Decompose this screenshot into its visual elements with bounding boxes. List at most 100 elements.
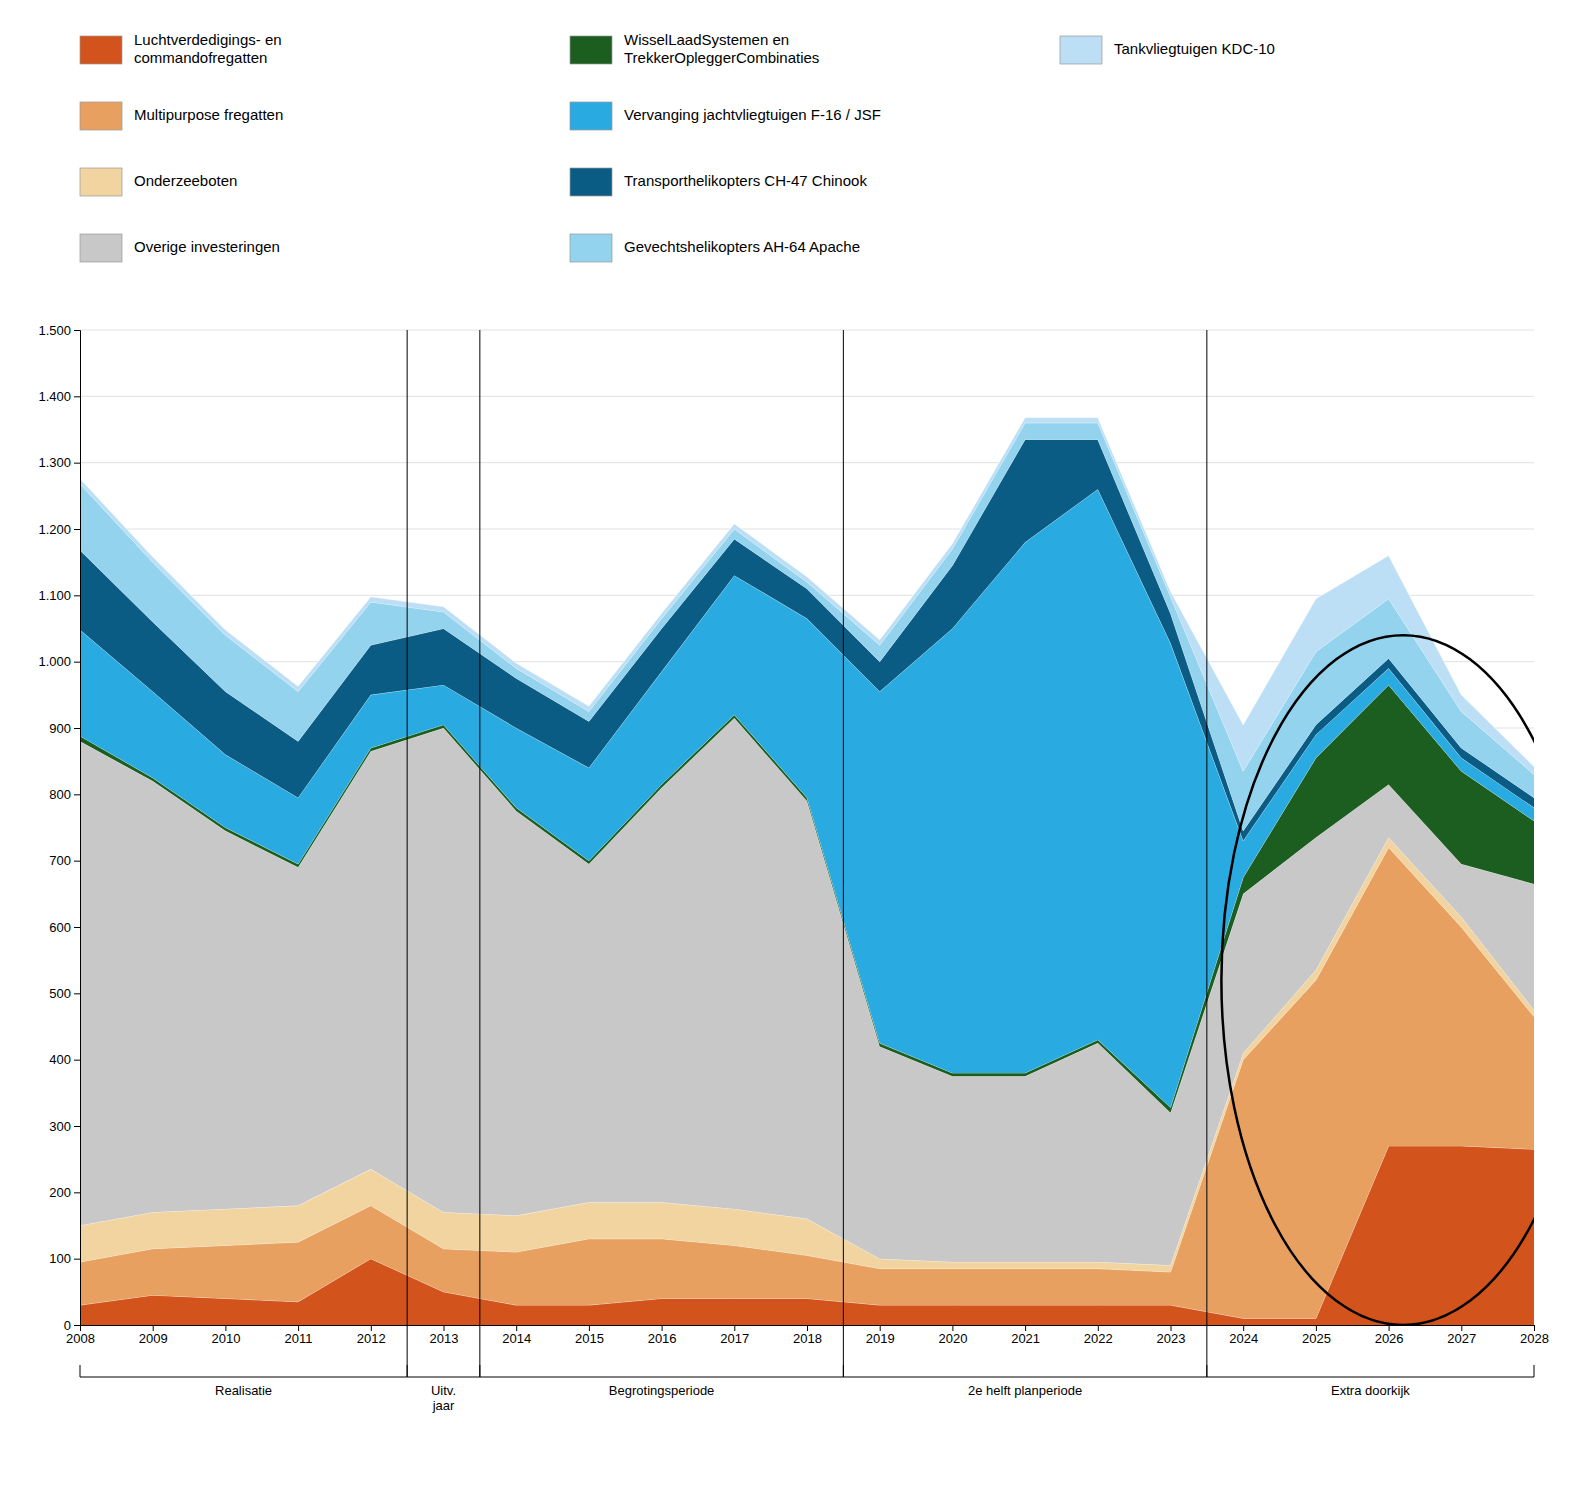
period-label: Extra doorkijk xyxy=(1331,1383,1410,1398)
x-tick-mark xyxy=(662,1325,663,1331)
period-label: Begrotingsperiode xyxy=(609,1383,715,1398)
legend-item: Multipurpose fregatten xyxy=(80,102,283,130)
y-tick-mark xyxy=(74,1325,80,1326)
y-tick-mark xyxy=(74,330,80,331)
legend-item: Gevechtshelikopters AH-64 Apache xyxy=(570,234,860,262)
y-tick: 500 xyxy=(49,986,80,1001)
x-tick: 2014 xyxy=(502,1325,531,1346)
y-tick-label: 1.300 xyxy=(38,455,71,470)
period-line xyxy=(479,330,480,1365)
legend-label: Gevechtshelikopters AH-64 Apache xyxy=(624,238,860,255)
legend-label: Multipurpose fregatten xyxy=(134,106,283,123)
y-tick-label: 0 xyxy=(64,1318,71,1333)
y-tick: 0 xyxy=(64,1318,80,1333)
x-tick: 2011 xyxy=(285,1325,313,1346)
x-tick-mark xyxy=(371,1325,372,1331)
y-tick: 1.500 xyxy=(38,323,80,338)
x-tick-mark xyxy=(1389,1325,1390,1331)
y-tick-mark xyxy=(74,463,80,464)
period-label: Uitv.jaar xyxy=(431,1383,456,1413)
legend-item: Tankvliegtuigen KDC-10 xyxy=(1060,36,1275,64)
period-bracket xyxy=(480,1365,843,1377)
x-tick-label: 2009 xyxy=(139,1331,168,1346)
x-tick-mark xyxy=(734,1325,735,1331)
x-tick: 2009 xyxy=(139,1325,168,1346)
x-tick-mark xyxy=(1534,1325,1535,1331)
x-tick: 2012 xyxy=(357,1325,386,1346)
y-tick-mark xyxy=(74,662,80,663)
x-tick-mark xyxy=(444,1325,445,1331)
text-line: TrekkerOpleggerCombinaties xyxy=(624,49,819,66)
y-tick-label: 200 xyxy=(49,1185,71,1200)
text-line: Transporthelikopters CH-47 Chinook xyxy=(624,172,867,189)
x-tick-label: 2026 xyxy=(1375,1331,1404,1346)
y-tick-label: 1.100 xyxy=(38,588,71,603)
legend-swatch xyxy=(570,36,612,64)
x-tick: 2016 xyxy=(648,1325,677,1346)
x-tick-label: 2024 xyxy=(1229,1331,1258,1346)
x-tick: 2015 xyxy=(575,1325,604,1346)
x-tick: 2021 xyxy=(1011,1325,1040,1346)
y-tick: 400 xyxy=(49,1052,80,1067)
grid-line xyxy=(80,396,1534,397)
y-tick: 900 xyxy=(49,721,80,736)
x-tick-mark xyxy=(1171,1325,1172,1331)
x-tick-mark xyxy=(807,1325,808,1331)
period-bracket xyxy=(843,1365,1207,1377)
y-tick-label: 400 xyxy=(49,1052,71,1067)
x-tick-label: 2012 xyxy=(357,1331,386,1346)
x-tick-label: 2025 xyxy=(1302,1331,1331,1346)
x-tick: 2027 xyxy=(1447,1325,1476,1346)
x-tick-label: 2020 xyxy=(938,1331,967,1346)
y-axis: 01002003004005006007008009001.0001.1001.… xyxy=(38,323,80,1333)
y-tick-label: 1.500 xyxy=(38,323,71,338)
y-tick-mark xyxy=(74,927,80,928)
legend-label: Luchtverdedigings- encommandofregatten xyxy=(134,31,282,66)
y-tick-label: 1.000 xyxy=(38,654,71,669)
y-tick: 1.400 xyxy=(38,389,80,404)
legend-label: Tankvliegtuigen KDC-10 xyxy=(1114,40,1275,57)
y-tick: 1.000 xyxy=(38,654,80,669)
x-tick: 2025 xyxy=(1302,1325,1331,1346)
x-tick-label: 2021 xyxy=(1011,1331,1040,1346)
legend-swatch xyxy=(80,36,122,64)
annotation-ellipse xyxy=(1221,635,1534,1325)
period-label: 2e helft planperiode xyxy=(968,1383,1082,1398)
text-line: Multipurpose fregatten xyxy=(134,106,283,123)
text-line: jaar xyxy=(432,1398,455,1413)
legend-swatch xyxy=(80,168,122,196)
y-tick: 300 xyxy=(49,1119,80,1134)
x-tick-mark xyxy=(589,1325,590,1331)
y-tick-mark xyxy=(74,728,80,729)
x-tick-label: 2018 xyxy=(793,1331,822,1346)
x-tick-mark xyxy=(1025,1325,1026,1331)
text-line: Onderzeeboten xyxy=(134,172,237,189)
legend-swatch xyxy=(1060,36,1102,64)
y-tick: 1.300 xyxy=(38,455,80,470)
y-tick: 200 xyxy=(49,1185,80,1200)
x-tick: 2017 xyxy=(720,1325,749,1346)
period-bracket xyxy=(1207,1365,1534,1377)
y-tick-label: 600 xyxy=(49,920,71,935)
text-line: Realisatie xyxy=(215,1383,272,1398)
x-tick-label: 2011 xyxy=(285,1331,313,1346)
area xyxy=(80,418,1534,775)
legend: Luchtverdedigings- encommandofregatten Mu… xyxy=(80,31,1275,262)
x-tick-mark xyxy=(1316,1325,1317,1331)
x-tick-label: 2023 xyxy=(1157,1331,1186,1346)
text-line: Uitv. xyxy=(431,1383,456,1398)
y-tick: 800 xyxy=(49,787,80,802)
x-tick: 2023 xyxy=(1157,1325,1186,1346)
period-line xyxy=(843,330,844,1365)
x-tick-label: 2014 xyxy=(502,1331,531,1346)
x-tick-label: 2017 xyxy=(720,1331,749,1346)
legend-label: Transporthelikopters CH-47 Chinook xyxy=(624,172,867,189)
x-tick-label: 2016 xyxy=(648,1331,677,1346)
legend-swatch xyxy=(80,102,122,130)
x-tick-label: 2008 xyxy=(66,1331,95,1346)
y-tick-mark xyxy=(74,529,80,530)
y-tick-mark xyxy=(74,1126,80,1127)
x-tick: 2028 xyxy=(1520,1325,1549,1346)
period-bracket xyxy=(80,1365,407,1377)
x-tick: 2013 xyxy=(430,1325,459,1346)
